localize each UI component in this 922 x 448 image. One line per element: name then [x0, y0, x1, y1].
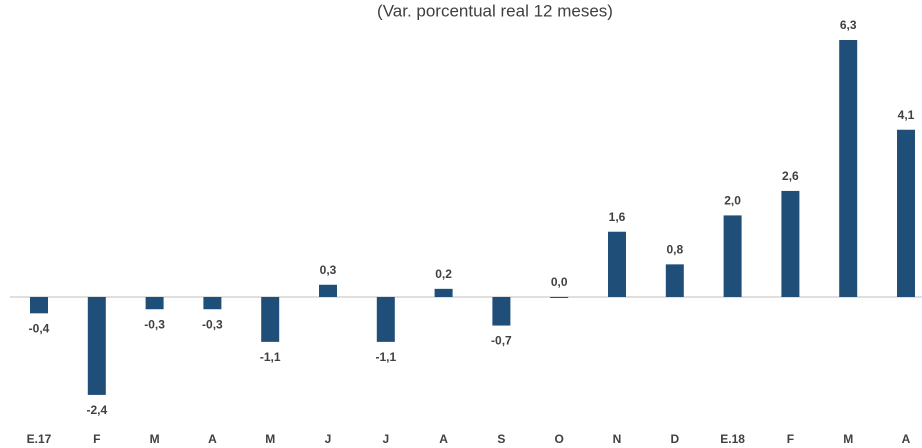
chart-subtitle: (Var. porcentual real 12 meses)	[377, 1, 613, 20]
bar	[492, 297, 511, 326]
bar	[781, 190, 800, 297]
value-label: 6,3	[840, 18, 857, 32]
x-tick-label: A	[439, 432, 448, 446]
x-tick-label: M	[150, 432, 160, 446]
bar	[550, 297, 569, 298]
value-label: 0,3	[320, 263, 337, 277]
x-tick-label: E.17	[27, 432, 52, 446]
bar	[203, 297, 222, 310]
x-tick-label: N	[613, 432, 622, 446]
value-label: -1,1	[260, 350, 281, 364]
bar	[87, 297, 106, 395]
value-label: 0,8	[666, 243, 683, 257]
bar	[434, 288, 453, 297]
value-label: -0,4	[29, 321, 50, 335]
x-tick-label: A	[902, 432, 911, 446]
bar	[319, 284, 337, 297]
value-label: 0,2	[435, 267, 452, 281]
bar	[897, 129, 915, 297]
value-label: -0,7	[491, 334, 512, 348]
bar	[665, 264, 684, 297]
value-label: -0,3	[202, 317, 223, 331]
value-label: 0,0	[551, 275, 568, 289]
value-label: 2,6	[782, 169, 799, 183]
x-tick-label: D	[670, 432, 679, 446]
x-tick-label: F	[787, 432, 794, 446]
bar	[839, 40, 858, 297]
x-tick-label: J	[325, 432, 332, 446]
bar	[145, 297, 164, 310]
x-tick-label: O	[555, 432, 564, 446]
bar	[608, 231, 626, 297]
x-tick-label: A	[208, 432, 217, 446]
value-label: 4,1	[898, 108, 915, 122]
x-tick-label: J	[382, 432, 389, 446]
x-tick-label: E.18	[720, 432, 745, 446]
value-label: -2,4	[86, 403, 107, 417]
x-tick-label: F	[93, 432, 100, 446]
value-label: 1,6	[609, 210, 626, 224]
value-label: -0,3	[144, 317, 165, 331]
x-tick-label: M	[843, 432, 853, 446]
value-label: -1,1	[375, 350, 396, 364]
value-label: 2,0	[724, 194, 741, 208]
bar	[376, 297, 395, 342]
x-tick-label: M	[265, 432, 275, 446]
x-tick-label: S	[497, 432, 505, 446]
bar	[261, 297, 280, 342]
bar	[30, 297, 48, 314]
bar	[723, 215, 742, 297]
